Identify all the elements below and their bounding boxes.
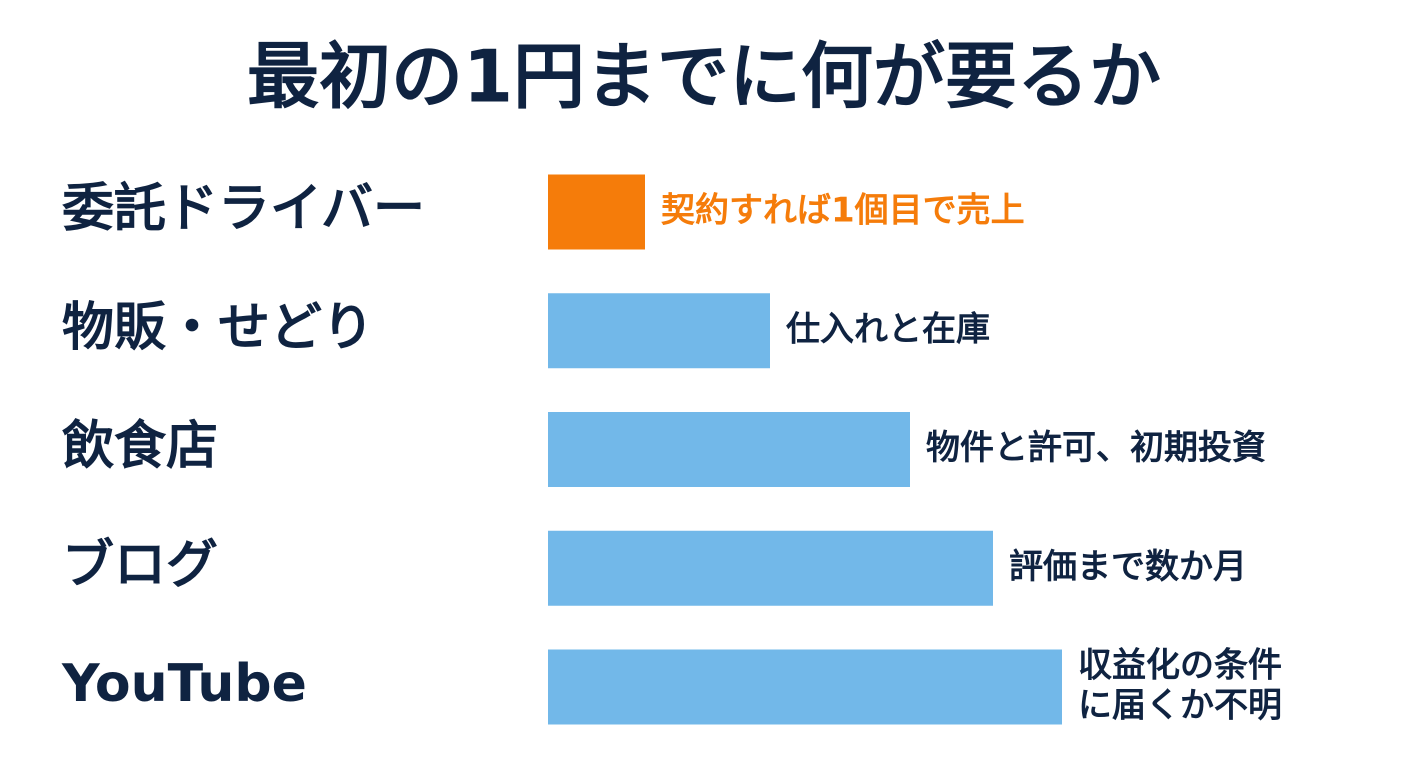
bar [548,530,993,606]
bar-annotation: 収益化の条件 [1078,646,1282,686]
chart-title: 最初の1円までに何が要るか [247,35,1161,119]
bar-annotation: に届くか不明 [1078,686,1282,726]
bar [548,649,1062,725]
bar [548,293,770,369]
bar-annotation: 契約すれば1個目で売上 [661,191,1025,231]
bar-annotation: 仕入れと在庫 [786,309,990,349]
bar-annotation: 物件と許可、初期投資 [926,428,1266,468]
category-label: ブログ [62,535,218,595]
category-label: 飲食店 [62,417,218,477]
bar-annotation: 評価まで数か月 [1009,547,1247,587]
bar [548,174,645,250]
category-label: 委託ドライバー [62,179,425,239]
bar [548,412,910,487]
category-label: YouTube [61,654,307,714]
category-label: 物販・せどり [62,298,374,358]
